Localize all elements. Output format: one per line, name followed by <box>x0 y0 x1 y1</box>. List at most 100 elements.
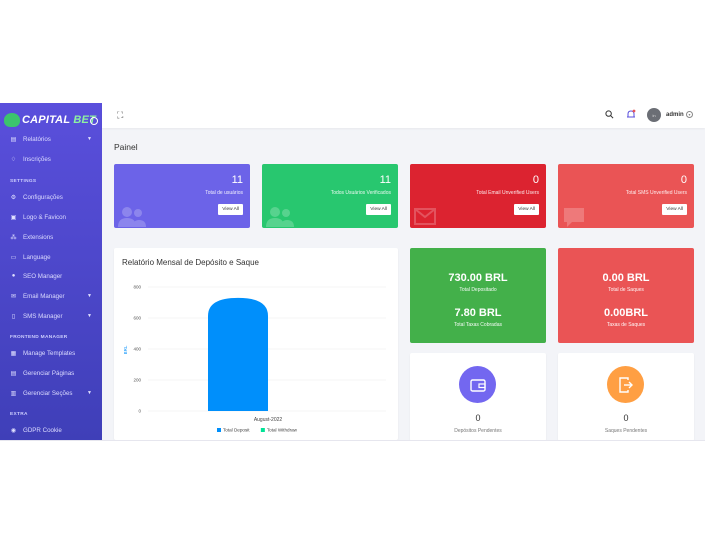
language-icon: ▭ <box>10 254 17 261</box>
envelope-icon: ✉ <box>10 293 17 300</box>
sidebar-item-label: Inscrições <box>23 155 51 163</box>
chat-icon <box>564 208 584 227</box>
mobile-icon: ▯ <box>11 313 16 320</box>
stat-value: 0 <box>680 174 687 186</box>
sidebar-item-inscricoes[interactable]: ♢ Inscrições <box>0 151 102 167</box>
pending-deposits-card[interactable]: 0 Depósitos Pendentes <box>410 353 546 440</box>
legend-swatch <box>260 428 265 432</box>
stat-label: Total SMS Unverified Users <box>625 190 687 196</box>
sidebar-item-label: Manage Templates <box>23 349 76 357</box>
y-axis-label: BRL <box>123 345 128 354</box>
total-withdrawn-value: 0.00 BRL <box>602 272 650 284</box>
sidebar-item-label: Email Manager <box>23 292 65 300</box>
stat-value: 0 <box>532 174 539 186</box>
view-all-button[interactable]: View All <box>366 204 391 215</box>
legend-label: Total Deposit <box>223 428 250 433</box>
legend-swatch <box>217 428 221 432</box>
envelope-icon <box>414 208 436 225</box>
stat-card-verified-users: 11 Todos Usuários Verificados View All <box>262 164 398 228</box>
footer-divider <box>0 440 705 448</box>
total-charges-label: Total Taxas Cobradas <box>454 322 502 328</box>
sidebar-section-frontend: FRONTEND MANAGER <box>10 335 68 340</box>
chevron-down-icon: ▼ <box>87 390 92 396</box>
sidebar-item-gdpr-cookie[interactable]: ◉ GDPR Cookie <box>0 422 102 438</box>
total-deposited-value: 730.00 BRL <box>448 272 508 284</box>
sidebar-item-manage-templates[interactable]: ▦ Manage Templates <box>0 345 102 361</box>
pending-withdrawals-label: Saques Pendentes <box>604 428 648 434</box>
total-deposited-label: Total Depositado <box>459 287 497 293</box>
view-all-button[interactable]: View All <box>514 204 539 215</box>
withdrawals-summary-card: 0.00 BRL Total de Saques 0.00BRL Taxas d… <box>558 248 694 343</box>
users-icon <box>266 207 294 227</box>
sidebar-item-label: Language <box>23 253 51 261</box>
sidebar-item-gerenciar-paginas[interactable]: ▤ Gerenciar Páginas <box>0 365 102 381</box>
sidebar-item-label: Extensions <box>23 233 54 241</box>
pending-withdrawals-count: 0 <box>623 413 629 423</box>
x-tick-label: August-2022 <box>254 417 283 423</box>
sidebar-item-label: GDPR Cookie <box>23 426 62 434</box>
stat-label: Total de usuários <box>205 190 243 196</box>
sidebar-item-extensions[interactable]: ⁂ Extensions <box>0 229 102 245</box>
view-all-button[interactable]: View All <box>662 204 687 215</box>
avatar-text: in <box>652 112 656 118</box>
cookie-icon: ◉ <box>10 427 17 434</box>
user-menu-chevron-icon[interactable]: ▾ <box>686 111 693 118</box>
chevron-down-icon: ▼ <box>87 293 92 299</box>
stat-value: 11 <box>379 174 391 186</box>
app-window: CAPITAL BET ▤ Relatórios ▼ ♢ Inscrições … <box>0 103 705 440</box>
sidebar-item-language[interactable]: ▭ Language <box>0 249 102 265</box>
view-all-button[interactable]: View All <box>218 204 243 215</box>
chevron-down-icon: ▼ <box>87 313 92 319</box>
gear-icon: ⚙ <box>10 194 17 201</box>
sidebar-item-logo-favicon[interactable]: ▣ Logo & Favicon <box>0 209 102 225</box>
chart-icon: ▤ <box>10 136 17 143</box>
pending-withdrawals-card[interactable]: 0 Saques Pendentes <box>558 353 694 440</box>
chart-card: Relatório Mensal de Depósito e Saque 800… <box>114 248 398 440</box>
y-tick-label: 200 <box>133 378 141 383</box>
sidebar-item-label: Relatórios <box>23 135 51 143</box>
pending-withdrawals-badge <box>607 366 644 403</box>
sidebar: CAPITAL BET ▤ Relatórios ▼ ♢ Inscrições … <box>0 103 102 440</box>
total-withdrawn-label: Total de Saques <box>608 287 644 293</box>
stat-card-total-users: 11 Total de usuários View All <box>114 164 250 228</box>
sidebar-item-configuracoes[interactable]: ⚙ Configurações <box>0 189 102 205</box>
chart-title: Relatório Mensal de Depósito e Saque <box>122 258 259 267</box>
avatar[interactable]: in <box>647 108 661 122</box>
brand-logo[interactable]: CAPITAL BET <box>4 109 96 131</box>
globe-icon: ● <box>11 273 16 279</box>
sidebar-item-seo-manager[interactable]: ● SEO Manager <box>0 268 102 284</box>
y-tick-label: 600 <box>133 316 141 321</box>
sidebar-item-sms-manager[interactable]: ▯ SMS Manager ▼ <box>0 308 102 324</box>
stat-card-sms-unverified: 0 Total SMS Unverified Users View All <box>558 164 694 228</box>
pages-icon: ▤ <box>10 370 17 377</box>
pending-deposits-count: 0 <box>475 413 481 423</box>
y-tick-label: 800 <box>133 285 141 290</box>
template-icon: ▦ <box>10 350 17 357</box>
stat-label: Total Email Unverified Users <box>476 190 539 196</box>
image-icon: ▣ <box>10 214 17 221</box>
sidebar-item-label: Gerenciar Seções <box>23 389 73 397</box>
sidebar-item-relatorios[interactable]: ▤ Relatórios ▼ <box>0 131 102 147</box>
fullscreen-toggle-icon[interactable]: ⛶ <box>117 110 124 120</box>
sidebar-section-settings: SETTINGS <box>10 179 37 184</box>
sidebar-item-gerenciar-secoes[interactable]: ▥ Gerenciar Seções ▼ <box>0 385 102 401</box>
users-icon <box>118 207 146 227</box>
stat-label: Todos Usuários Verificados <box>330 190 391 196</box>
deposit-withdraw-chart: 800 600 400 200 0 BRL August-2022 Total Deposit… <box>123 285 386 433</box>
page-title: Painel <box>114 142 138 152</box>
search-icon[interactable] <box>605 110 614 119</box>
bar-total-deposit <box>208 297 268 411</box>
deposits-summary-card: 730.00 BRL Total Depositado 7.80 BRL Tot… <box>410 248 546 343</box>
sections-icon: ▥ <box>10 390 17 397</box>
admin-username[interactable]: admin <box>666 112 684 118</box>
notification-bell-icon[interactable] <box>626 109 636 120</box>
sidebar-item-email-manager[interactable]: ✉ Email Manager ▼ <box>0 288 102 304</box>
sidebar-item-label: SMS Manager <box>23 312 63 320</box>
logo-mark-icon <box>4 113 20 127</box>
wallet-icon <box>469 378 486 392</box>
y-tick-label: 400 <box>133 347 141 352</box>
sidebar-section-extra: EXTRA <box>10 412 28 417</box>
withdraw-charges-label: Taxas de Saques <box>606 322 646 328</box>
sidebar-item-label: SEO Manager <box>23 272 63 280</box>
sidebar-toggle-icon[interactable] <box>90 117 98 125</box>
